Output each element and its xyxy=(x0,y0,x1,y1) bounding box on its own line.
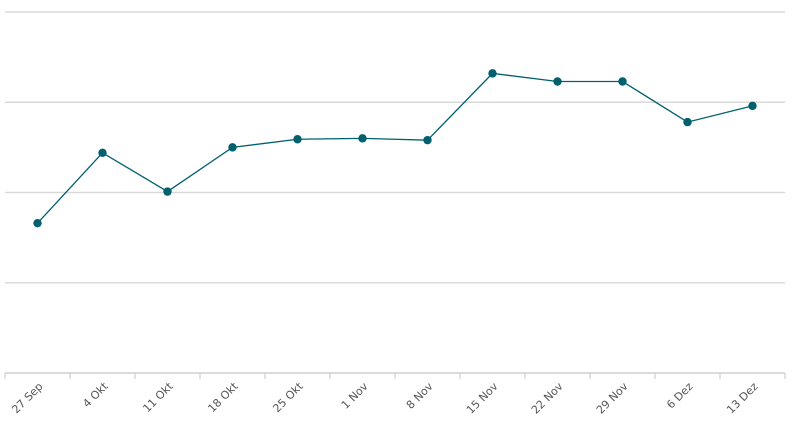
data-point-2[interactable] xyxy=(163,187,172,196)
series-line-0 xyxy=(37,72,753,224)
data-point-0[interactable] xyxy=(33,218,42,228)
x-tick-label-5: 1 Nov xyxy=(339,380,371,412)
x-tick-labels: 27 Sep 4 Okt 11 Okt 18 Okt 25 Okt 1 Nov 8 Nov 1… xyxy=(9,379,760,416)
data-point-4[interactable] xyxy=(293,135,302,144)
data-point-9[interactable] xyxy=(618,77,627,86)
x-tick-label-1: 4 Okt xyxy=(80,379,111,410)
data-point-11[interactable] xyxy=(748,101,757,111)
data-point-6[interactable] xyxy=(423,135,432,145)
x-tick-label-9: 29 Nov xyxy=(594,380,631,417)
x-tick-label-10: 6 Dez xyxy=(664,380,696,412)
data-point-7[interactable] xyxy=(488,69,497,78)
data-point-5[interactable] xyxy=(358,134,367,143)
x-tick-label-7: 15 Nov xyxy=(464,380,501,417)
x-tick-label-8: 22 Nov xyxy=(529,380,566,417)
x-tick-label-0: 27 Sep xyxy=(9,380,45,416)
data-point-10[interactable] xyxy=(683,117,692,127)
data-point-3[interactable] xyxy=(228,143,237,152)
x-tick-label-2: 11 Okt xyxy=(140,379,176,415)
gridlines xyxy=(5,11,785,284)
x-tick-label-3: 18 Okt xyxy=(205,379,241,415)
x-tick-label-11: 13 Dez xyxy=(724,380,761,417)
x-tick-label-4: 25 Okt xyxy=(270,379,306,415)
series-layer xyxy=(33,69,757,228)
x-tick-label-6: 8 Nov xyxy=(404,380,436,412)
data-point-8[interactable] xyxy=(553,77,562,86)
x-axis xyxy=(4,372,786,379)
data-point-1[interactable] xyxy=(98,148,107,157)
